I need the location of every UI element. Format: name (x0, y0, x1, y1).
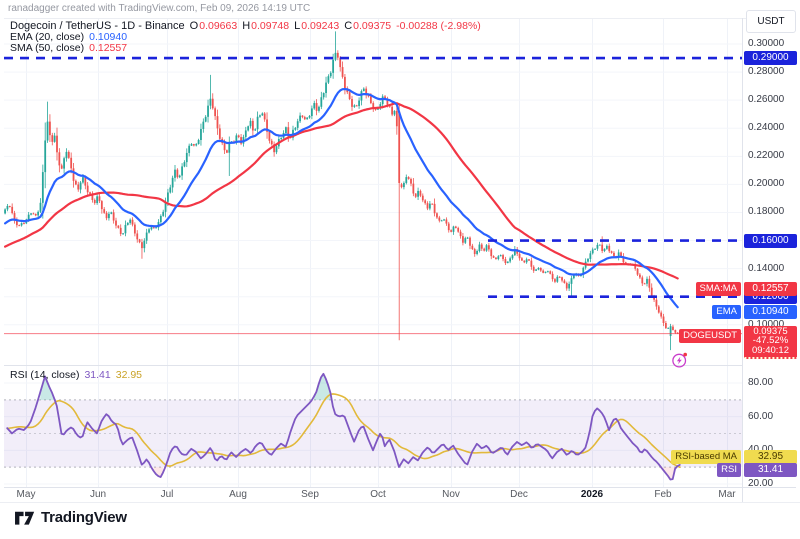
month-label: Jun (89, 489, 107, 500)
price-tick: 0.24000 (748, 122, 785, 133)
rsi-legend-row: RSI (14, close) 31.41 32.95 (10, 369, 142, 381)
symbol-title[interactable]: Dogecoin / TetherUS - 1D - Binance (10, 20, 185, 32)
ema-indicator-title[interactable]: EMA (20, close) (10, 31, 85, 43)
month-label: Oct (370, 489, 386, 500)
high-value: 0.09748 (251, 20, 290, 32)
ema-axis-value: 0.10940 (744, 305, 797, 319)
sma-axis-value: 0.12557 (744, 282, 797, 296)
sma-axis-tag: SMA:MA (695, 282, 741, 296)
month-label: Nov (442, 489, 460, 500)
price-tick: 0.28000 (748, 66, 785, 77)
level-price-label-029: 0.29000 (744, 51, 797, 65)
tradingview-logo-icon (15, 511, 35, 525)
rsi-ma-axis-value: 32.95 (744, 450, 797, 464)
level-price-label-016: 0.16000 (744, 234, 797, 248)
lightning-icon (672, 352, 687, 368)
sma-legend-row: SMA (50, close) 0.12557 (10, 42, 127, 54)
sma-indicator-title[interactable]: SMA (50, close) (10, 42, 85, 54)
frame-bottom (0, 502, 800, 503)
time-axis-separator (4, 487, 796, 488)
month-label: May (16, 489, 36, 500)
tradingview-logo-text: TradingView (41, 508, 127, 526)
symbol-legend-row: Dogecoin / TetherUS - 1D - Binance O 0.09… (10, 20, 481, 32)
lightning-event-marker[interactable] (671, 351, 689, 369)
low-label: L (294, 20, 301, 32)
pane-separator[interactable] (4, 365, 742, 366)
rsi-axis-tag: RSI (717, 463, 741, 477)
price-axis-separator (742, 18, 743, 502)
tradingview-logo-link[interactable]: TradingView (14, 508, 127, 526)
rsi-tick: 60.00 (748, 411, 774, 422)
rsi-indicator-title[interactable]: RSI (14, close) (10, 369, 80, 381)
month-label: Jul (160, 489, 174, 500)
price-tick: 0.18000 (748, 206, 785, 217)
price-tick: 0.30000 (748, 38, 785, 49)
month-label: Aug (229, 489, 247, 500)
month-label: Sep (301, 489, 319, 500)
close-value: 0.09375 (353, 20, 392, 32)
low-value: 0.09243 (301, 20, 340, 32)
month-label: Dec (510, 489, 528, 500)
ema-legend-row: EMA (20, close) 0.10940 (10, 31, 127, 43)
last-change-percent: -47.52% (752, 335, 789, 347)
bar-countdown: 09:40:12 (752, 344, 789, 356)
last-price: 0.09375 (753, 325, 788, 337)
month-label: Feb (654, 489, 672, 500)
last-price-axis-box: 0.09375 -47.52% 09:40:12 (744, 326, 797, 359)
symbol-axis-tag: DOGEUSDT (679, 329, 741, 343)
rsi-ma-value: 32.95 (115, 369, 143, 381)
price-tick: 0.20000 (748, 178, 785, 189)
open-label: O (189, 20, 199, 32)
rsi-ma-axis-tag: RSI-based MA (671, 450, 741, 464)
price-tick: 0.10000 (748, 319, 785, 330)
high-label: H (242, 20, 251, 32)
close-label: C (344, 20, 353, 32)
year-label: 2026 (580, 489, 604, 500)
rsi-value: 31.41 (84, 369, 111, 381)
sma-indicator-value: 0.12557 (89, 42, 128, 54)
open-value: 0.09663 (199, 20, 238, 32)
month-label: Mar (718, 489, 736, 500)
price-tick: 0.26000 (748, 94, 785, 105)
rsi-tick: 20.00 (748, 478, 774, 489)
price-tick: 0.22000 (748, 150, 785, 161)
rsi-tick: 40.00 (748, 445, 773, 455)
currency-unit-button[interactable]: USDT (746, 10, 796, 33)
creation-watermark: ranadagger created with TradingView.com,… (8, 3, 311, 14)
rsi-axis-value: 31.41 (744, 463, 797, 477)
ema-indicator-value: 0.10940 (89, 31, 128, 43)
change-value: -0.00288 (-2.98%) (396, 20, 481, 32)
rsi-tick: 80.00 (748, 377, 774, 388)
ema-axis-tag: EMA (712, 305, 741, 319)
frame-top (4, 18, 796, 19)
price-tick: 0.14000 (748, 263, 785, 274)
